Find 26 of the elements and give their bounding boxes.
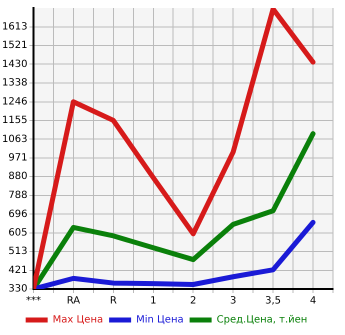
y-tick-label: 330 bbox=[8, 284, 28, 295]
y-tick-label: 696 bbox=[8, 208, 28, 220]
y-tick-label: 1063 bbox=[2, 134, 28, 145]
x-tick-label: 1 bbox=[150, 296, 156, 307]
y-tick-label: 788 bbox=[8, 190, 28, 201]
x-tick-label: 4 bbox=[310, 296, 316, 307]
y-tick-label: 1521 bbox=[2, 40, 28, 52]
x-tick-label: *** bbox=[26, 296, 41, 307]
x-tick-label: 3 bbox=[230, 296, 236, 307]
y-tick-label: 421 bbox=[8, 264, 28, 276]
y-tick-label: 1246 bbox=[2, 96, 28, 108]
y-tick-label: 1155 bbox=[2, 114, 28, 126]
legend-label: Min Цена bbox=[136, 314, 184, 326]
legend-label: Max Цена bbox=[52, 314, 104, 326]
legend-label: Сред.Цена, т.йен bbox=[216, 314, 308, 326]
y-tick-label: 1613 bbox=[2, 21, 28, 32]
x-tick-label: RA bbox=[66, 296, 80, 307]
y-tick-label: 880 bbox=[8, 171, 28, 182]
y-tick-label: 1338 bbox=[2, 78, 28, 89]
y-tick-label: 605 bbox=[8, 227, 28, 238]
x-tick-label: 2 bbox=[190, 296, 196, 307]
y-tick-label: 971 bbox=[8, 152, 28, 164]
x-tick-label: 3,5 bbox=[265, 296, 282, 307]
x-tick-label: R bbox=[110, 296, 117, 307]
y-tick-label: 513 bbox=[8, 246, 28, 258]
y-tick-label: 1430 bbox=[2, 58, 28, 70]
